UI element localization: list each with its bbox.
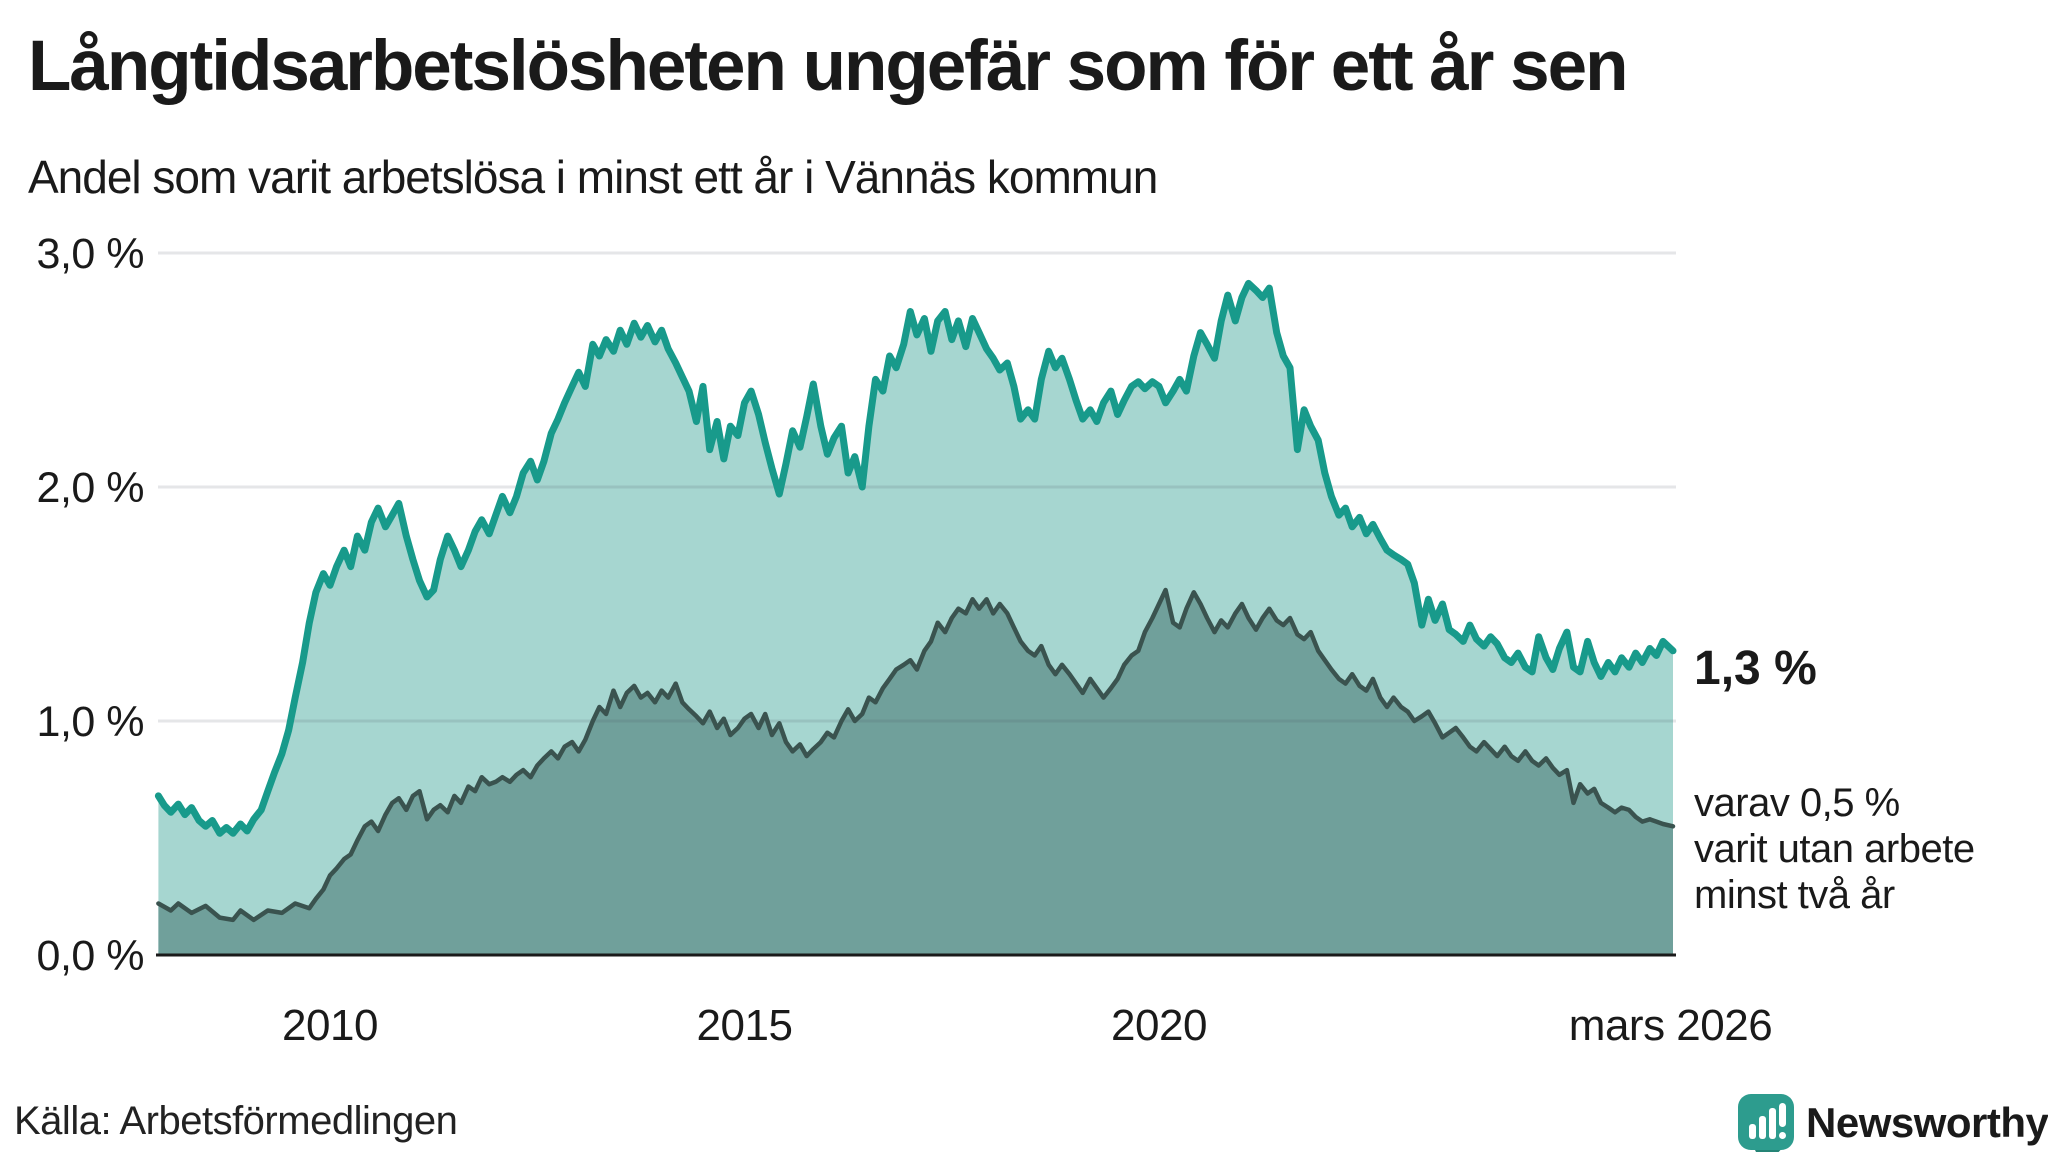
x-tick-label: 2020 (1111, 1001, 1207, 1050)
newsworthy-logo: Newsworthy (1738, 1094, 2048, 1152)
series-end-value-label: 1,3 % (1694, 642, 1817, 695)
page-title: Långtidsarbetslösheten ungefär som för e… (28, 27, 1626, 106)
series-line-1 (156, 587, 1676, 923)
series-fill-1 (158, 590, 1673, 955)
gridlines (158, 251, 1676, 723)
annotation-line-1: varav 0,5 % (1694, 781, 1900, 825)
series-lines (154, 279, 1677, 923)
logo-wordmark: Newsworthy (1806, 1099, 2048, 1146)
y-tick-label: 2,0 % (37, 464, 144, 512)
y-axis-labels: 0,0 % 1,0 % 2,0 % 3,0 % (37, 230, 145, 980)
annotation-line-2: varit utan arbete (1694, 827, 1975, 871)
annotation-line-3: minst två år (1694, 873, 1895, 917)
x-tick-label: 2015 (697, 1001, 793, 1050)
x-axis-labels: 2010 2015 2020 mars 2026 (282, 1001, 1773, 1050)
x-tick-label: 2010 (282, 1001, 378, 1050)
x-tick-label: mars 2026 (1569, 1001, 1772, 1050)
chart-subtitle: Andel som varit arbetslösa i minst ett å… (28, 151, 1157, 203)
y-tick-label: 1,0 % (37, 698, 144, 746)
y-tick-label: 0,0 % (37, 932, 144, 980)
source-credit: Källa: Arbetsförmedlingen (14, 1099, 457, 1143)
y-tick-label: 3,0 % (37, 230, 144, 278)
series-line-0 (154, 279, 1677, 837)
logo-barchart-icon (1749, 1103, 1786, 1139)
